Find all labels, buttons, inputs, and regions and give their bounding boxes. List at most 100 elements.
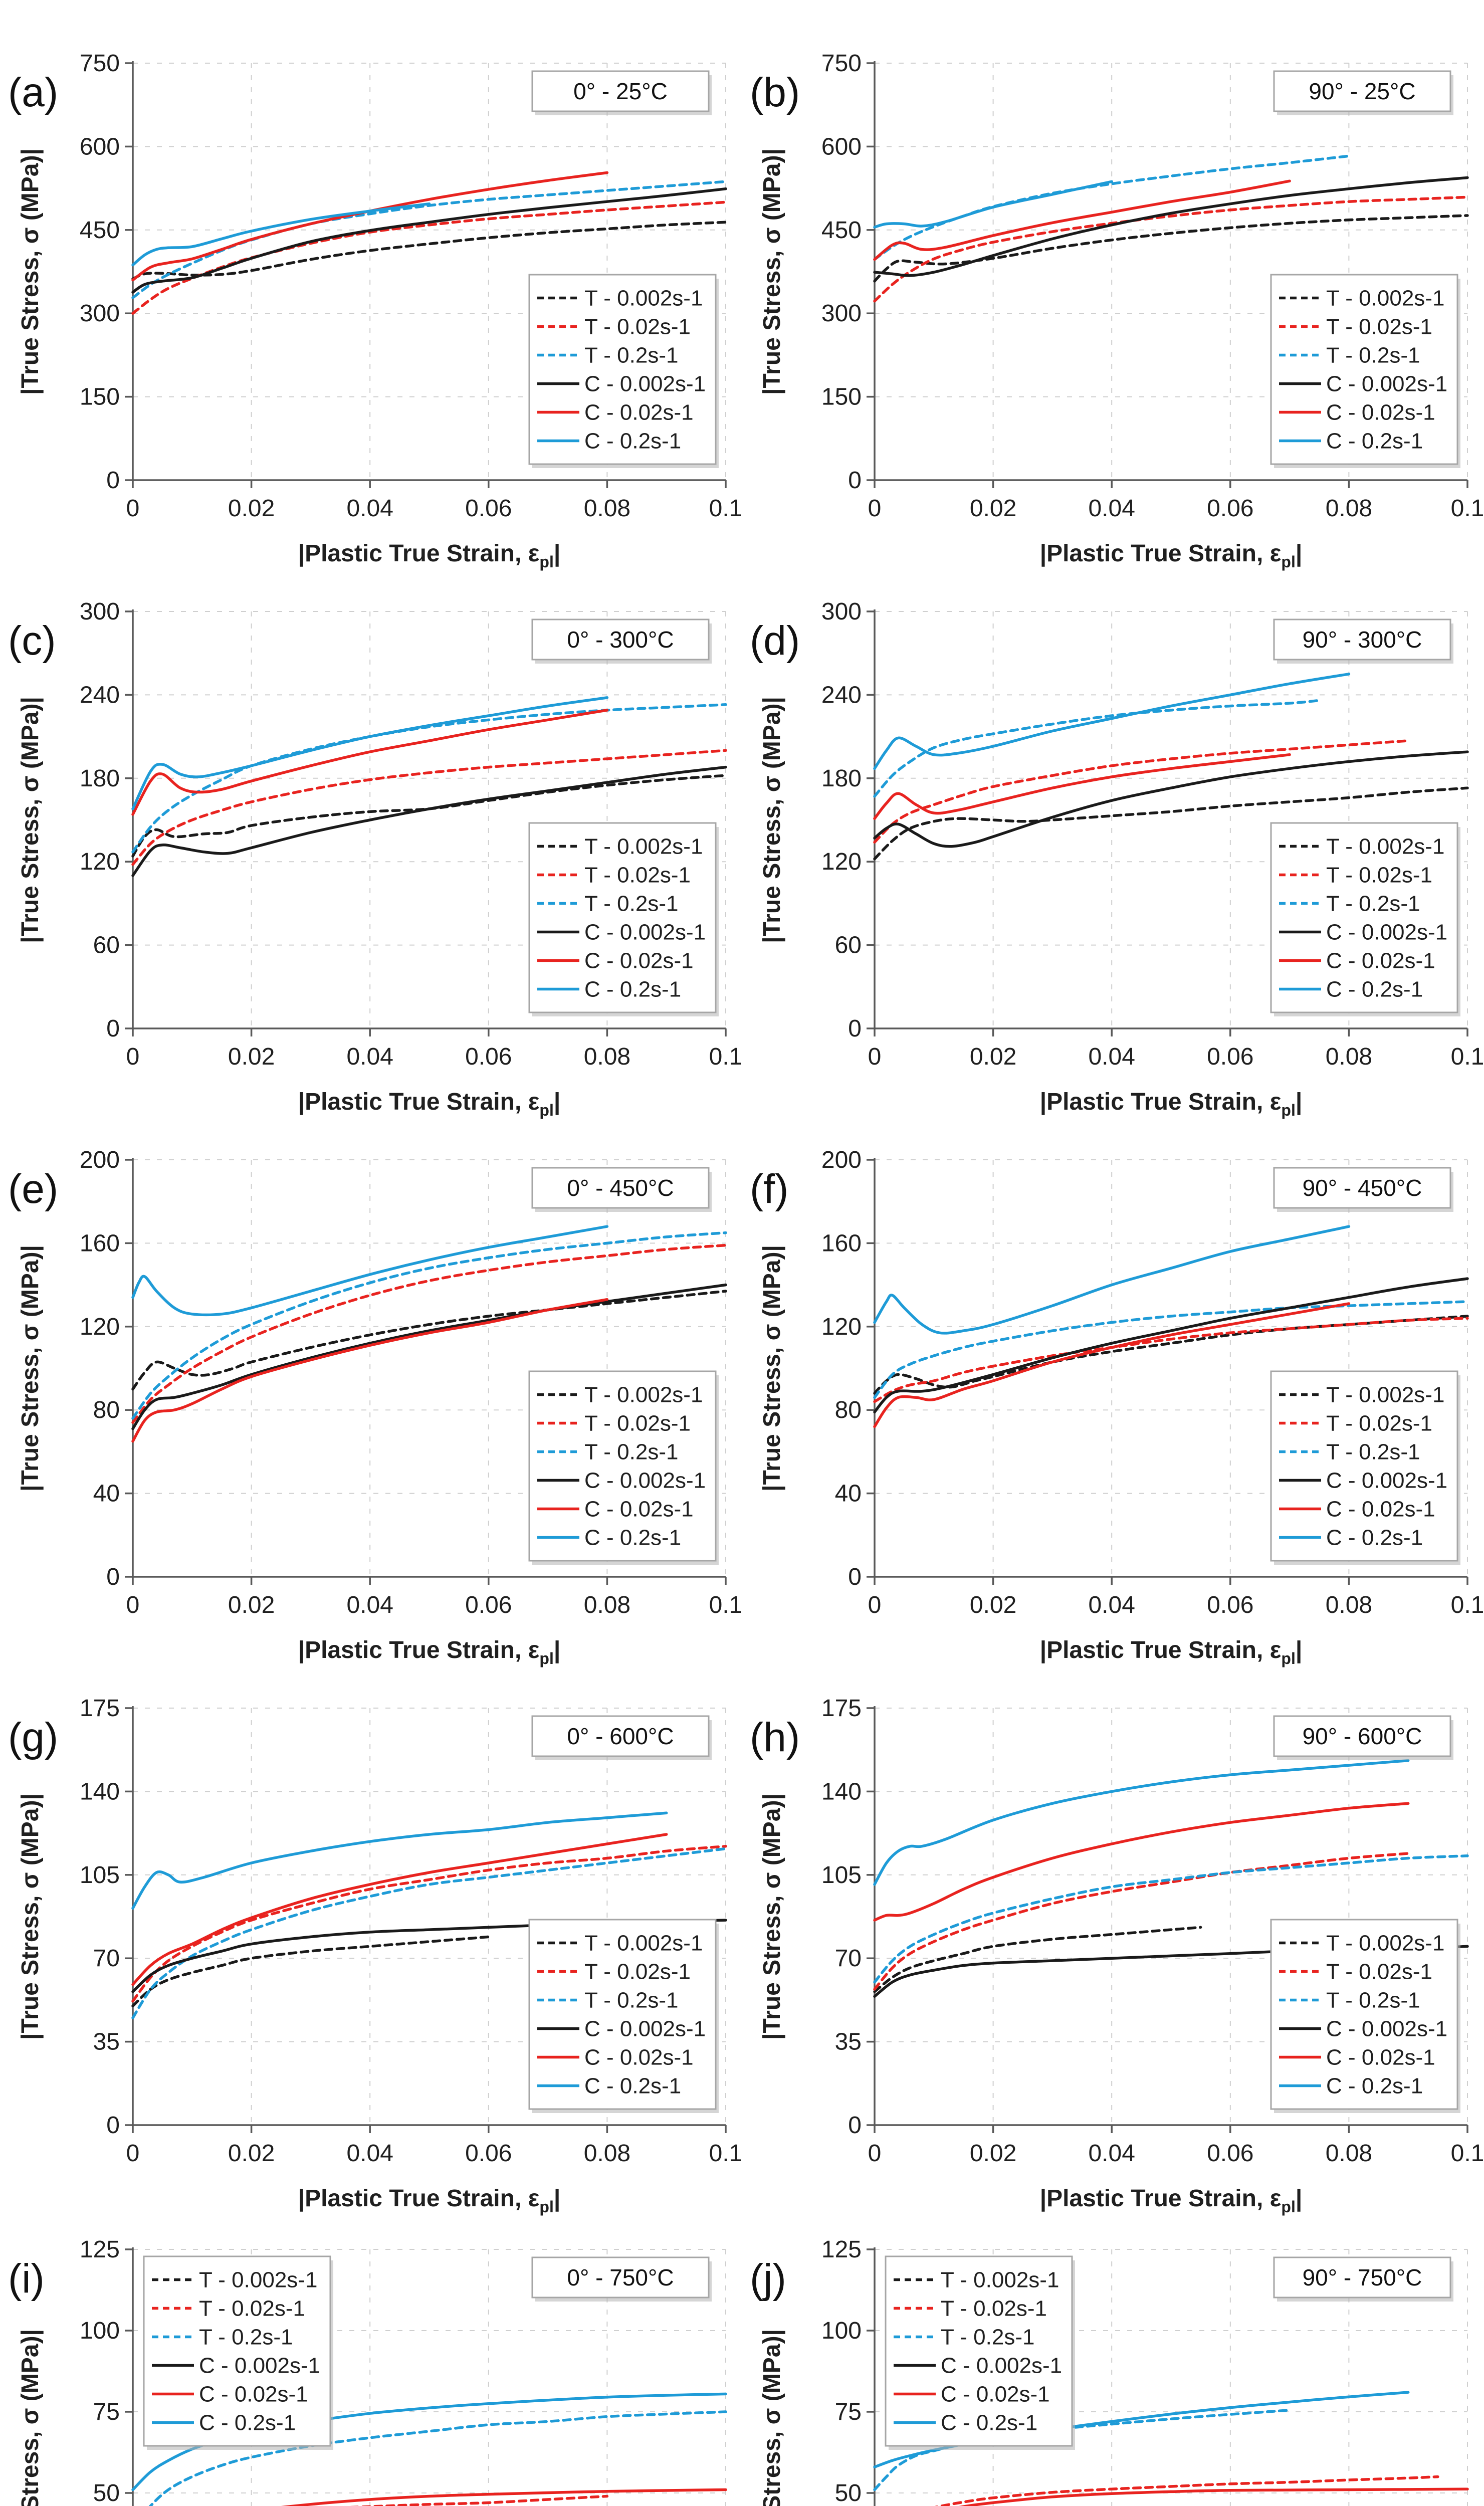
legend-label: T - 0.02s-1 bbox=[941, 2296, 1047, 2321]
legend-label: C - 0.2s-1 bbox=[1326, 1526, 1423, 1550]
legend-entry: C - 0.2s-1 bbox=[537, 429, 681, 454]
legend-entry: T - 0.002s-1 bbox=[537, 1383, 703, 1407]
series-path-T-0.2 bbox=[148, 2410, 727, 2506]
legend-label: C - 0.002s-1 bbox=[584, 1469, 706, 1493]
legend-label: C - 0.02s-1 bbox=[1326, 2045, 1435, 2070]
chart-panel-b: 0 150 300 450 600 750 0 0.02 0.04 0.06 0.08 0.1 |Tru… bbox=[742, 0, 1484, 571]
x-tick-label: 0.04 bbox=[346, 2140, 393, 2167]
panel-letter: (a) bbox=[8, 70, 58, 115]
x-tick-label: 0.02 bbox=[970, 2140, 1016, 2167]
series-path-C-0.002 bbox=[873, 176, 1469, 277]
legend-entry: C - 0.002s-1 bbox=[894, 2354, 1062, 2378]
series-path-C-0.2 bbox=[873, 180, 1113, 229]
x-tick-label: 0.06 bbox=[465, 495, 512, 522]
x-tick-label: 0.1 bbox=[1451, 495, 1484, 522]
x-tick-label: 0.04 bbox=[1088, 495, 1135, 522]
legend-label: T - 0.2s-1 bbox=[1326, 892, 1420, 916]
y-tick-label: 50 bbox=[93, 2480, 120, 2506]
y-tick-label: 0 bbox=[106, 2112, 120, 2139]
y-tick-label: 60 bbox=[835, 932, 862, 959]
legend-entry: T - 0.2s-1 bbox=[1279, 1988, 1420, 2013]
x-tick-label: 0.08 bbox=[1326, 1043, 1372, 1070]
legend-frame bbox=[143, 2255, 331, 2447]
x-tick-label: 0 bbox=[126, 495, 140, 522]
y-tick-label: 180 bbox=[80, 765, 120, 792]
legend-label: T - 0.2s-1 bbox=[1326, 1988, 1420, 2013]
legend-frame bbox=[528, 1370, 717, 1562]
y-tick-label: 50 bbox=[835, 2480, 862, 2506]
x-tick-label: 0.04 bbox=[1088, 1592, 1135, 1618]
legend-entry: T - 0.02s-1 bbox=[537, 315, 691, 339]
series-path-C-0.02 bbox=[873, 179, 1291, 261]
y-tick-label: 0 bbox=[106, 1564, 120, 1590]
x-tick-label: 0 bbox=[868, 1592, 882, 1618]
legend-label: C - 0.2s-1 bbox=[584, 977, 681, 1002]
y-tick-label: 0 bbox=[106, 467, 120, 494]
series-path-T-0.002 bbox=[873, 1926, 1202, 1993]
legend-label: T - 0.002s-1 bbox=[199, 2268, 317, 2292]
panel-letter: (i) bbox=[8, 2256, 45, 2302]
legend-label: T - 0.2s-1 bbox=[584, 1440, 678, 1465]
y-tick-label: 0 bbox=[848, 1564, 862, 1590]
x-axis-title: |Plastic True Strain, εpl| bbox=[298, 1089, 561, 1119]
series-path-T-0.2 bbox=[131, 1231, 727, 1420]
legend-label: T - 0.02s-1 bbox=[1326, 1960, 1432, 1984]
legend-label: T - 0.2s-1 bbox=[199, 2325, 293, 2350]
legend-entry: C - 0.002s-1 bbox=[1279, 372, 1447, 396]
chart-panel-g: 0 35 70 105 140 175 0 0.02 0.04 0.06 0.08 0.1 |True … bbox=[0, 1645, 743, 2216]
y-tick-label: 125 bbox=[80, 2236, 120, 2263]
series-path-C-0.2 bbox=[873, 1225, 1351, 1335]
legend: T - 0.002s-1 T - 0.02s-1 T - 0.2s-1 C - 0.0… bbox=[1270, 274, 1460, 468]
x-tick-label: 0.1 bbox=[709, 2140, 743, 2167]
panel-letter: (e) bbox=[8, 1166, 58, 1212]
y-tick-label: 105 bbox=[821, 1862, 862, 1889]
y-tick-label: 80 bbox=[93, 1397, 120, 1423]
series-path-T-0.02 bbox=[873, 1852, 1410, 1991]
series-path-C-0.002 bbox=[873, 1277, 1469, 1414]
chart-svg-j: 025507510012500.020.040.060.080.1|True S… bbox=[750, 2236, 1469, 2506]
legend-entry: C - 0.02s-1 bbox=[537, 2045, 694, 2070]
legend-label: T - 0.2s-1 bbox=[584, 892, 678, 916]
title-box-frame bbox=[1273, 618, 1451, 661]
series-path-C-0.02 bbox=[873, 1302, 1351, 1428]
legend-frame bbox=[1270, 274, 1458, 465]
chart-svg-i: 025507510012500.020.040.060.080.1|True S… bbox=[8, 2236, 727, 2506]
legend-entry: T - 0.002s-1 bbox=[1279, 834, 1444, 859]
y-tick-label: 120 bbox=[821, 849, 862, 875]
legend: T - 0.002s-1 T - 0.02s-1 T - 0.2s-1 C - 0.0… bbox=[143, 2255, 333, 2450]
y-axis-title: |True Stress, σ (MPa)| bbox=[759, 2329, 785, 2506]
x-tick-label: 0.1 bbox=[1451, 1043, 1484, 1070]
legend-entry: T - 0.002s-1 bbox=[1279, 1931, 1444, 1956]
legend-label: T - 0.002s-1 bbox=[584, 286, 703, 311]
y-tick-label: 40 bbox=[93, 1481, 120, 1507]
x-tick-label: 0.08 bbox=[584, 2140, 630, 2167]
legend-label: T - 0.02s-1 bbox=[584, 1960, 691, 1984]
legend-label: T - 0.02s-1 bbox=[199, 2296, 305, 2321]
x-tick-label: 0.08 bbox=[1326, 2140, 1372, 2167]
legend-entry: T - 0.002s-1 bbox=[894, 2268, 1059, 2292]
legend-label: C - 0.02s-1 bbox=[1326, 400, 1435, 425]
series-path-T-0.2 bbox=[873, 1300, 1469, 1399]
legend-entry: C - 0.002s-1 bbox=[537, 372, 706, 396]
legend-frame bbox=[528, 274, 717, 465]
y-tick-label: 240 bbox=[80, 682, 120, 708]
legend-label: C - 0.2s-1 bbox=[584, 2074, 681, 2099]
x-tick-label: 0.02 bbox=[970, 1592, 1016, 1618]
legend-entry: C - 0.002s-1 bbox=[537, 920, 706, 945]
x-tick-label: 0.06 bbox=[465, 2140, 512, 2167]
y-axis-title: |True Stress, σ (MPa)| bbox=[759, 1793, 785, 2040]
x-tick-label: 0.08 bbox=[584, 495, 630, 522]
legend-entry: T - 0.02s-1 bbox=[1279, 863, 1432, 888]
legend-label: C - 0.02s-1 bbox=[941, 2382, 1050, 2407]
y-tick-label: 140 bbox=[80, 1778, 120, 1805]
legend-label: C - 0.02s-1 bbox=[1326, 949, 1435, 973]
legend-label: T - 0.02s-1 bbox=[584, 315, 691, 339]
x-tick-label: 0 bbox=[126, 1592, 140, 1618]
panel-letter: (b) bbox=[750, 70, 800, 115]
legend-entry: T - 0.2s-1 bbox=[894, 2325, 1034, 2350]
y-tick-label: 0 bbox=[848, 467, 862, 494]
legend-label: C - 0.2s-1 bbox=[584, 1526, 681, 1550]
series-path-C-0.002 bbox=[131, 187, 727, 294]
legend-label: T - 0.002s-1 bbox=[584, 1383, 703, 1407]
x-tick-label: 0.04 bbox=[346, 1592, 393, 1618]
